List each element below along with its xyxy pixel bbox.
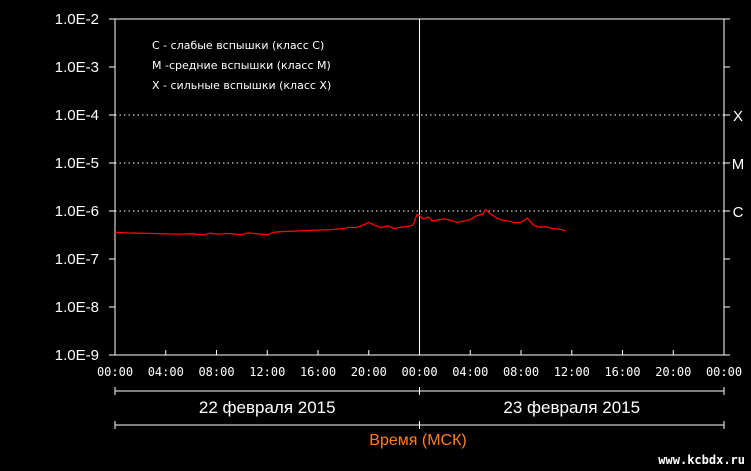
- series-layer: [114, 208, 566, 236]
- y-tick-label: 1.0E-6: [55, 203, 99, 220]
- class-c-label: C: [733, 204, 744, 221]
- watermark: www.kcbdx.ru: [658, 453, 745, 467]
- y-tick-label: 1.0E-9: [55, 347, 99, 364]
- y-axis: 1.0E-2 1.0E-3 1.0E-4 1.0E-5 1.0E-6 1.0E-7 1.0E…: [55, 11, 730, 364]
- y-tick-label: 1.0E-8: [55, 299, 99, 316]
- x-tick-label: 00:00: [401, 365, 437, 379]
- date-brackets: 22 февраля 2015 23 февраля 2015: [114, 387, 725, 429]
- x-tick-label: 04:00: [148, 365, 184, 379]
- class-labels: X M C: [732, 108, 745, 221]
- x-tick-label: 20:00: [655, 365, 691, 379]
- x-axis: 00:00 04:00 08:00 12:00 16:00 20:00 00:00 04:00…: [97, 350, 742, 379]
- date-label: 22 февраля 2015: [199, 398, 336, 417]
- x-tick-label: 16:00: [300, 365, 336, 379]
- x-tick-label: 04:00: [452, 365, 488, 379]
- legend-entry: M -средние вспышки (класс M): [152, 59, 331, 72]
- y-tick-label: 1.0E-5: [55, 155, 99, 172]
- x-tick-label: 12:00: [554, 365, 590, 379]
- y-tick-label: 1.0E-3: [55, 59, 99, 76]
- x-tick-label: 20:00: [351, 365, 387, 379]
- legend-entry: C - слабые вспышки (класс C): [152, 39, 324, 52]
- date-label: 23 февраля 2015: [503, 398, 640, 417]
- x-tick-label: 00:00: [97, 365, 133, 379]
- y-tick-label: 1.0E-7: [55, 251, 99, 268]
- legend-entry: X - сильные вспышки (класс X): [152, 79, 331, 92]
- legend: C - слабые вспышки (класс C) M -средние в…: [152, 39, 331, 92]
- y-tick-label: 1.0E-4: [55, 107, 99, 124]
- x-tick-label: 12:00: [249, 365, 285, 379]
- class-x-label: X: [733, 108, 743, 125]
- class-m-label: M: [732, 156, 745, 173]
- y-tick-label: 1.0E-2: [55, 11, 99, 28]
- x-tick-label: 16:00: [604, 365, 640, 379]
- x-axis-title: Время (МСК): [369, 432, 466, 449]
- x-tick-label: 08:00: [503, 365, 539, 379]
- xray-flux-series-line: [114, 208, 566, 236]
- x-tick-label: 00:00: [706, 365, 742, 379]
- x-tick-label: 08:00: [198, 365, 234, 379]
